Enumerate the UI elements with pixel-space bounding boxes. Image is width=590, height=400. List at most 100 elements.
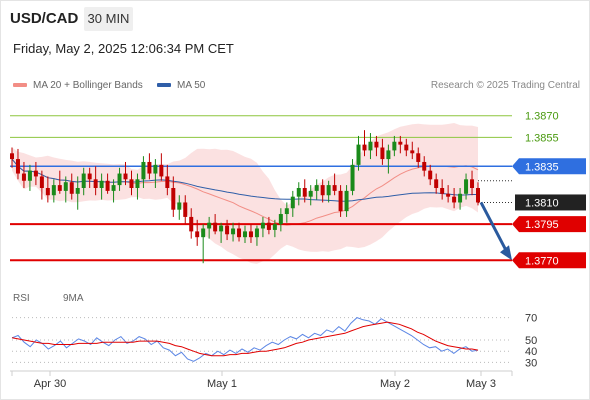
chart-header: USD/CAD 30 MIN: [0, 0, 590, 34]
x-tick-label: May 2: [380, 378, 410, 390]
candle-body: [213, 222, 218, 232]
candle-body: [15, 159, 20, 174]
candle-body: [284, 208, 289, 215]
candle-body: [117, 173, 122, 186]
candle-body: [350, 164, 355, 191]
candle-body: [171, 188, 176, 210]
candle-body: [320, 185, 325, 196]
level-tag-1.3795: [512, 216, 586, 233]
candle-body: [165, 176, 170, 188]
candle-body: [272, 224, 277, 230]
legend-ma20-label: MA 20 + Bollinger Bands: [33, 80, 143, 91]
candle-body: [63, 182, 68, 191]
x-tick-label: May 1: [207, 378, 237, 390]
candle-body: [21, 173, 26, 181]
candle-body: [75, 188, 80, 194]
candle-body: [332, 185, 337, 191]
level-tag-1.3835: [512, 158, 586, 175]
candle-body: [225, 225, 230, 235]
candle-body: [51, 185, 56, 196]
candle-body: [368, 141, 373, 151]
candle-body: [93, 179, 98, 188]
candle-body: [33, 170, 38, 177]
candle-body: [392, 141, 397, 151]
rsi-series-9MA: [11, 321, 479, 357]
candle-body: [183, 202, 188, 217]
x-tick-label: May 3: [466, 378, 496, 390]
rsi-series-RSI: [11, 317, 479, 362]
candle-body: [57, 185, 62, 191]
candle-body: [195, 231, 200, 238]
bollinger-band: [12, 123, 478, 264]
candle-body: [69, 182, 74, 194]
candle-body: [464, 179, 469, 194]
level-label-1.3795: 1.3795: [525, 219, 559, 231]
timestamp: Friday, May 2, 2025 12:06:34 PM CET: [13, 41, 234, 56]
candle-body: [159, 164, 164, 177]
candle-body: [27, 170, 32, 181]
candle-body: [440, 188, 445, 194]
candle-body: [404, 144, 409, 151]
level-label-1.3770: 1.3770: [525, 255, 559, 267]
candle-body: [207, 222, 212, 229]
candle-body: [338, 190, 343, 212]
level-label-1.3835: 1.3835: [525, 161, 559, 173]
candle-body: [248, 231, 253, 238]
timeframe-button[interactable]: 30 MIN: [84, 7, 133, 31]
candle-body: [81, 173, 86, 188]
rsi-tick-label: 70: [525, 313, 537, 325]
candle-body: [356, 144, 361, 165]
candle-body: [446, 193, 451, 197]
candle-body: [452, 196, 457, 203]
candle-body: [386, 150, 391, 160]
rsi-tick-label: 40: [525, 346, 537, 358]
candle-body: [153, 164, 158, 174]
candle-body: [374, 141, 379, 148]
legend-9ma: 9MA: [63, 293, 84, 304]
candle-body: [219, 225, 224, 232]
candle-body: [266, 222, 271, 230]
symbol-title: USD/CAD: [10, 10, 79, 27]
legend-rsi-label: RSI: [13, 293, 30, 304]
level-label-1.3855: 1.3855: [525, 132, 559, 144]
forecast-arrow-line: [479, 201, 508, 252]
candle-body: [416, 153, 421, 162]
candle-body: [296, 188, 301, 197]
candle-body: [189, 216, 194, 232]
level-label-1.3810: 1.3810: [525, 197, 559, 209]
candle-body: [147, 161, 152, 174]
candle-body: [422, 161, 427, 171]
last-price-tag: [515, 194, 586, 211]
candle-body: [380, 147, 385, 160]
candle-body: [410, 150, 415, 154]
candle-body: [45, 188, 50, 196]
candle-body: [141, 161, 146, 180]
candle-body: [314, 185, 319, 191]
candle-body: [254, 228, 259, 238]
candle-body: [476, 188, 480, 203]
candle-body: [344, 190, 349, 212]
ma20-swatch: [13, 83, 27, 88]
candle-body: [87, 173, 92, 180]
legend-9ma-label: 9MA: [63, 293, 84, 304]
legend-ma50: MA 50: [157, 80, 205, 91]
candle-body: [278, 214, 283, 225]
rsi-tick-label: 50: [525, 335, 537, 347]
candle-body: [434, 179, 439, 188]
candle-body: [362, 144, 367, 151]
credit-text: Research © 2025 Trading Central: [430, 80, 580, 91]
legend-ma20: MA 20 + Bollinger Bands: [13, 80, 143, 91]
level-tag-1.3770: [512, 252, 586, 269]
candle-body: [326, 185, 331, 196]
forecast-arrowhead: [500, 245, 512, 261]
candle-body: [458, 193, 463, 203]
candle-body: [201, 228, 206, 238]
legend-ma50-label: MA 50: [177, 80, 206, 91]
candle-body: [243, 231, 247, 238]
candle-body: [231, 228, 236, 235]
candle-body: [302, 188, 307, 197]
candle-body: [129, 179, 134, 188]
candle-body: [99, 180, 104, 188]
legend-rsi: RSI: [13, 293, 30, 304]
